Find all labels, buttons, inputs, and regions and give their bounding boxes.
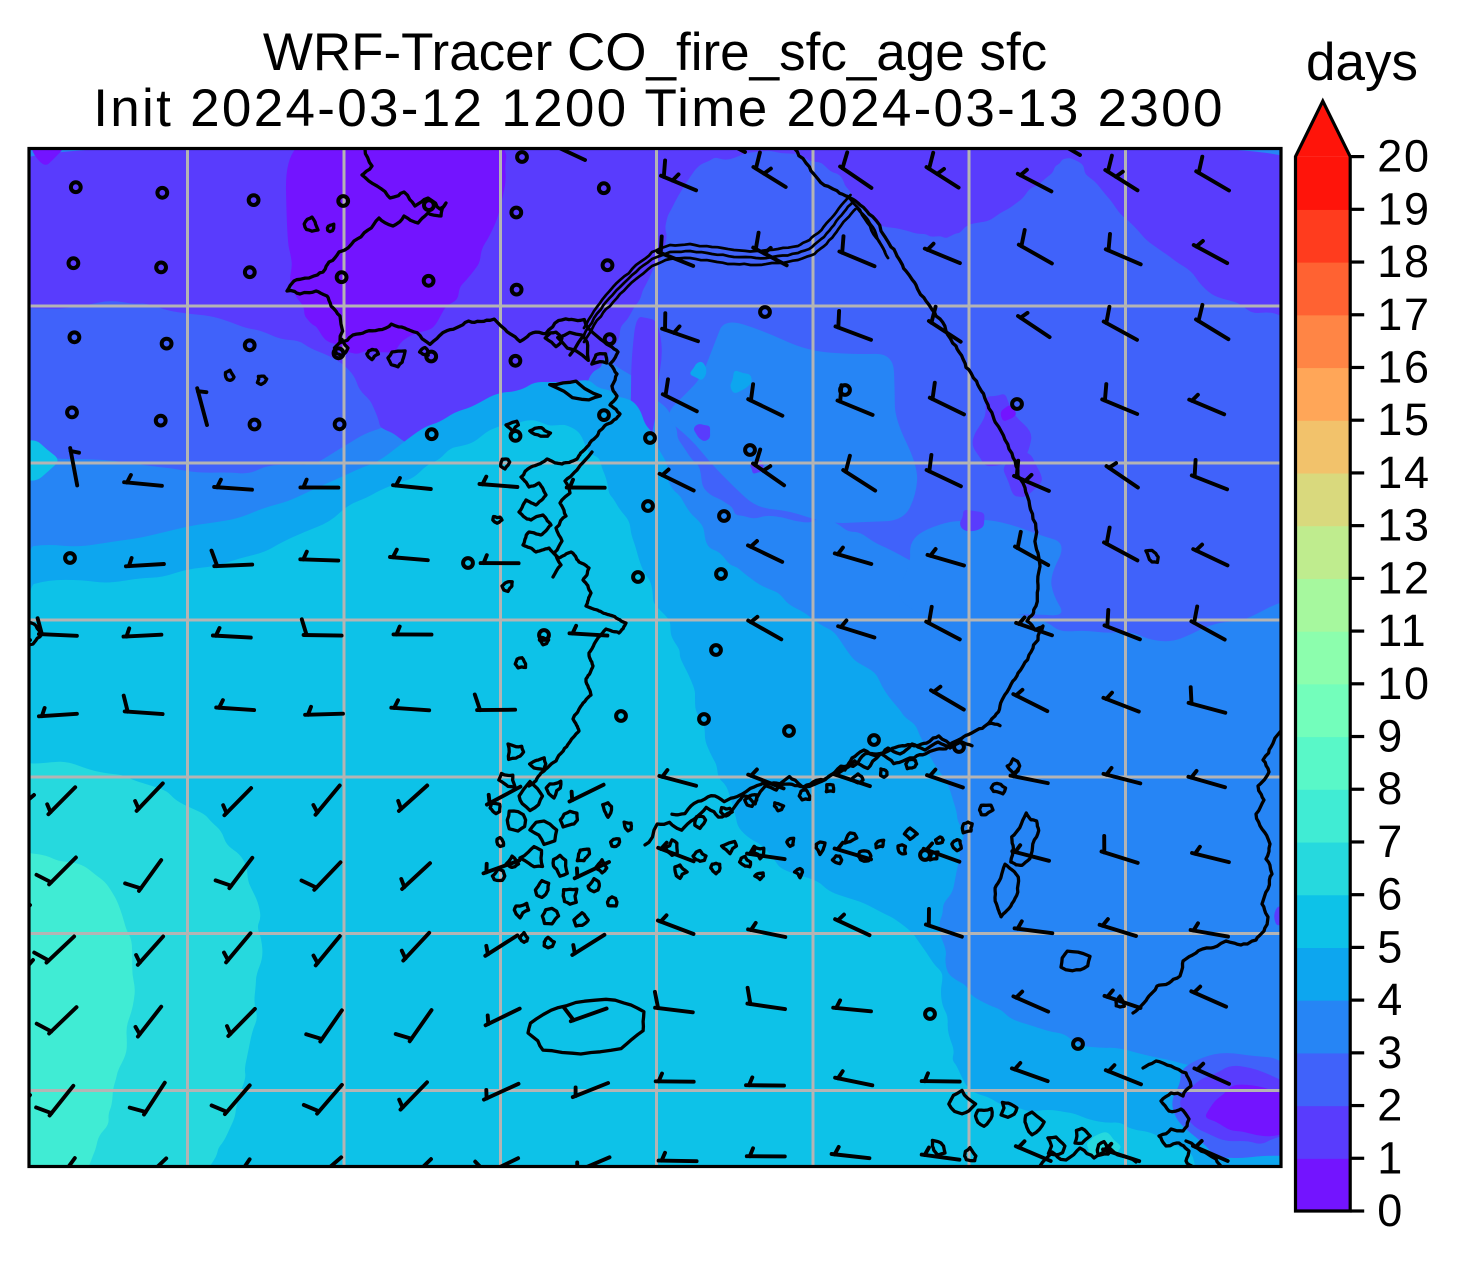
svg-text:11: 11 [1377, 605, 1427, 656]
svg-text:1: 1 [1377, 1132, 1404, 1183]
svg-text:6: 6 [1377, 869, 1404, 920]
svg-text:13: 13 [1377, 500, 1431, 551]
svg-text:days: days [1306, 33, 1418, 92]
svg-text:8: 8 [1377, 763, 1404, 814]
svg-text:0: 0 [1377, 1185, 1404, 1236]
svg-text:7: 7 [1377, 816, 1404, 867]
svg-text:17: 17 [1377, 289, 1431, 340]
svg-text:Init 2024-03-12 1200 Time 2024: Init 2024-03-12 1200 Time 2024-03-13 230… [93, 79, 1225, 138]
svg-text:12: 12 [1377, 552, 1431, 603]
svg-text:14: 14 [1377, 447, 1431, 498]
svg-text:10: 10 [1377, 658, 1431, 709]
svg-text:5: 5 [1377, 921, 1404, 972]
svg-text:9: 9 [1377, 711, 1404, 762]
svg-text:19: 19 [1377, 183, 1431, 234]
svg-text:3: 3 [1377, 1027, 1404, 1078]
svg-text:WRF-Tracer CO_fire_sfc_age sfc: WRF-Tracer CO_fire_sfc_age sfc [263, 23, 1047, 82]
svg-text:2: 2 [1377, 1080, 1404, 1131]
svg-text:20: 20 [1377, 131, 1431, 182]
svg-text:18: 18 [1377, 236, 1431, 287]
svg-text:16: 16 [1377, 341, 1431, 392]
svg-text:15: 15 [1377, 394, 1431, 445]
svg-text:4: 4 [1377, 974, 1404, 1025]
